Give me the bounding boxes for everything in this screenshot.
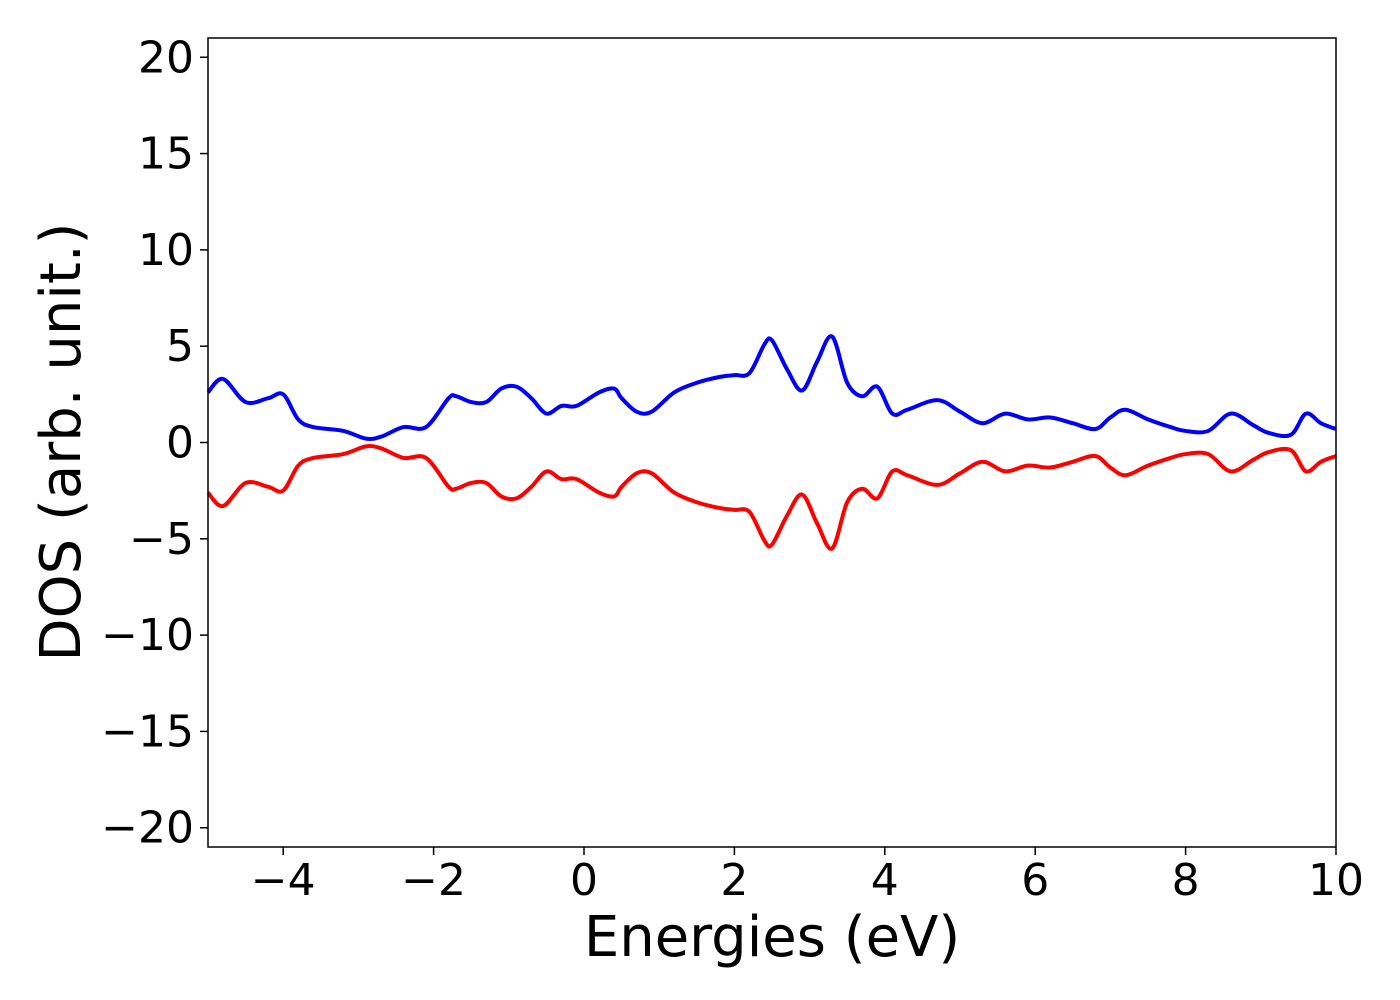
- y-tick-label: −10: [101, 610, 194, 661]
- y-tick-label: −15: [101, 706, 194, 757]
- y-axis-ticks: −20 −15 −10 −5 0 5 10 15 20: [101, 32, 208, 854]
- x-tick-label: 4: [871, 855, 899, 906]
- x-axis-title: Energies (eV): [584, 905, 960, 970]
- x-tick-label: −4: [251, 855, 316, 906]
- x-tick-label: 10: [1308, 855, 1364, 906]
- y-tick-label: 5: [166, 321, 194, 372]
- plot-frame: [207, 37, 1337, 848]
- x-tick-label: 0: [570, 855, 598, 906]
- x-axis-ticks: −4 −2 0 2 4 6 8 10: [251, 847, 1364, 906]
- series-line-1: [206, 443, 1337, 551]
- series-line-0: [206, 334, 1337, 442]
- y-tick-label: 20: [138, 32, 194, 83]
- x-tick-label: 6: [1021, 855, 1049, 906]
- x-tick-label: 8: [1172, 855, 1200, 906]
- y-tick-label: −5: [129, 514, 194, 565]
- y-tick-label: 0: [166, 418, 194, 469]
- series-layer: [206, 334, 1337, 551]
- y-tick-label: 15: [138, 129, 194, 180]
- x-tick-label: 2: [720, 855, 748, 906]
- y-tick-label: 10: [138, 225, 194, 276]
- y-tick-label: −20: [101, 803, 194, 854]
- y-axis-title: DOS (arb. unit.): [29, 222, 94, 661]
- x-tick-label: −2: [401, 855, 466, 906]
